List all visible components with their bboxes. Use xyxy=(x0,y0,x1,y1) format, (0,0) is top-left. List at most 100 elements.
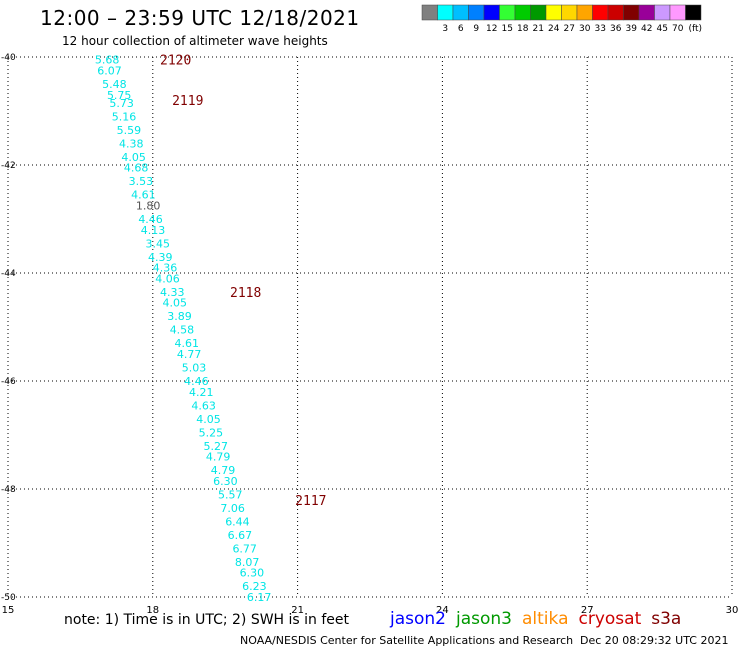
swh-value: 4.68 xyxy=(124,162,149,175)
swh-value: 4.06 xyxy=(155,272,180,285)
y-tick-label: -44 xyxy=(1,269,16,279)
swh-value: 6.77 xyxy=(232,542,257,555)
swh-value: 5.59 xyxy=(117,124,142,137)
y-tick-label: -42 xyxy=(1,161,16,171)
swh-value: 4.58 xyxy=(170,324,195,337)
swh-value: 5.03 xyxy=(182,362,207,375)
swh-value: 6.30 xyxy=(240,567,265,580)
swh-value: 4.38 xyxy=(119,137,144,150)
swh-value: 1.80 xyxy=(136,200,161,213)
x-tick-label: 21 xyxy=(291,605,304,616)
scale-swatch xyxy=(452,4,469,21)
y-axis-ticks: -40 -42 -44 -46 -48 -50 xyxy=(1,53,16,603)
scale-label: 33 xyxy=(595,24,606,34)
footer-note: note: 1) Time is in UTC; 2) SWH is in fe… xyxy=(64,612,350,628)
scale-label: 42 xyxy=(641,24,652,34)
swh-value: 3.45 xyxy=(146,237,171,250)
swh-value: 6.44 xyxy=(225,515,250,528)
scale-swatch xyxy=(530,4,547,21)
satellite-label-altika: altika xyxy=(522,609,569,629)
chart-title: 12:00 – 23:59 UTC 12/18/2021 xyxy=(40,6,360,30)
scale-swatch xyxy=(669,4,686,21)
scale-swatch xyxy=(638,4,655,21)
swh-value: 5.25 xyxy=(199,426,224,439)
swh-value: 5.73 xyxy=(109,97,134,110)
swh-value: 4.33 xyxy=(160,286,185,299)
scale-label: 45 xyxy=(657,24,668,34)
scale-unit-label: (ft) xyxy=(689,24,703,34)
swh-value: 4.79 xyxy=(206,451,231,464)
swh-value: 7.06 xyxy=(220,502,245,515)
x-tick-label: 30 xyxy=(726,605,739,616)
swh-value: 8.07 xyxy=(235,556,260,569)
swh-value: 4.21 xyxy=(189,386,214,399)
swh-value: 5.27 xyxy=(203,440,228,453)
scale-swatch xyxy=(514,4,531,21)
swh-value: 4.79 xyxy=(211,464,236,477)
swh-value: 6.23 xyxy=(242,580,266,593)
swh-value: 5.48 xyxy=(102,78,127,91)
scale-swatch xyxy=(499,4,516,21)
time-label: 2117 xyxy=(295,494,326,509)
x-tick-label: 27 xyxy=(581,605,594,616)
swh-value: 4.46 xyxy=(184,375,209,388)
swh-value: 4.05 xyxy=(121,151,146,164)
swh-value: 4.61 xyxy=(175,337,200,350)
swh-value: 6.07 xyxy=(97,65,122,78)
swh-value: 6.17 xyxy=(247,591,271,604)
x-tick-label: 18 xyxy=(146,605,159,616)
y-tick-label: -48 xyxy=(1,485,16,495)
scale-label: 12 xyxy=(486,24,497,34)
scale-label: 39 xyxy=(626,24,638,34)
swh-value: 6.30 xyxy=(213,475,238,488)
scale-swatch xyxy=(576,4,593,21)
y-tick-label: -40 xyxy=(1,53,16,63)
x-tick-label: 24 xyxy=(436,605,449,616)
scale-label: 9 xyxy=(473,24,479,34)
scale-swatch xyxy=(421,4,438,21)
swh-value: 4.63 xyxy=(191,399,216,412)
scale-label: 36 xyxy=(610,24,622,34)
scale-swatch xyxy=(483,4,500,21)
scale-swatch xyxy=(592,4,609,21)
scale-swatch xyxy=(685,4,702,21)
scale-label: 21 xyxy=(533,24,544,34)
swh-value: 5.16 xyxy=(112,110,137,123)
x-tick-label: 15 xyxy=(2,605,15,616)
satellite-legend: jason2 jason3 altika cryosat s3a xyxy=(390,609,691,629)
scale-swatch xyxy=(623,4,640,21)
swh-value: 4.36 xyxy=(153,262,178,275)
time-label: 2120 xyxy=(160,54,191,69)
scale-swatch xyxy=(607,4,624,21)
x-axis-ticks: 15 18 21 24 27 30 xyxy=(2,605,739,616)
time-labels: 2120 2119 2118 2117 xyxy=(160,54,326,509)
scale-label: 6 xyxy=(458,24,464,34)
swh-value: 4.05 xyxy=(162,297,187,310)
scale-label: 24 xyxy=(548,24,560,34)
swh-value: 3.89 xyxy=(167,310,192,323)
color-scale-legend: 3 6 9 12 15 18 21 24 27 30 33 36 39 42 45 70 (ft) xyxy=(421,4,703,34)
data-points: 5.686.075.485.755.735.165.594.384.054.68… xyxy=(95,54,272,604)
swh-value: 4.61 xyxy=(131,189,156,202)
scale-swatch xyxy=(545,4,562,21)
swh-value: 5.75 xyxy=(107,89,131,102)
scale-swatch xyxy=(561,4,578,21)
scale-swatch xyxy=(468,4,485,21)
scale-label: 18 xyxy=(517,24,529,34)
chart-subtitle: 12 hour collection of altimeter wave hei… xyxy=(62,34,328,48)
swh-value: 4.13 xyxy=(141,224,166,237)
scale-label: 15 xyxy=(502,24,513,34)
chart-grid xyxy=(7,56,733,598)
scale-label: 27 xyxy=(564,24,575,34)
scale-swatch xyxy=(654,4,671,21)
satellite-label-jason3: jason3 xyxy=(456,609,512,629)
swh-value: 6.67 xyxy=(228,529,253,542)
time-label: 2119 xyxy=(172,94,203,109)
y-tick-label: -50 xyxy=(1,593,16,603)
swh-value: 5.57 xyxy=(218,488,243,501)
y-tick-label: -46 xyxy=(1,377,16,387)
swh-value: 4.05 xyxy=(196,413,221,426)
scale-label: 3 xyxy=(442,24,448,34)
swh-value: 3.53 xyxy=(129,175,154,188)
